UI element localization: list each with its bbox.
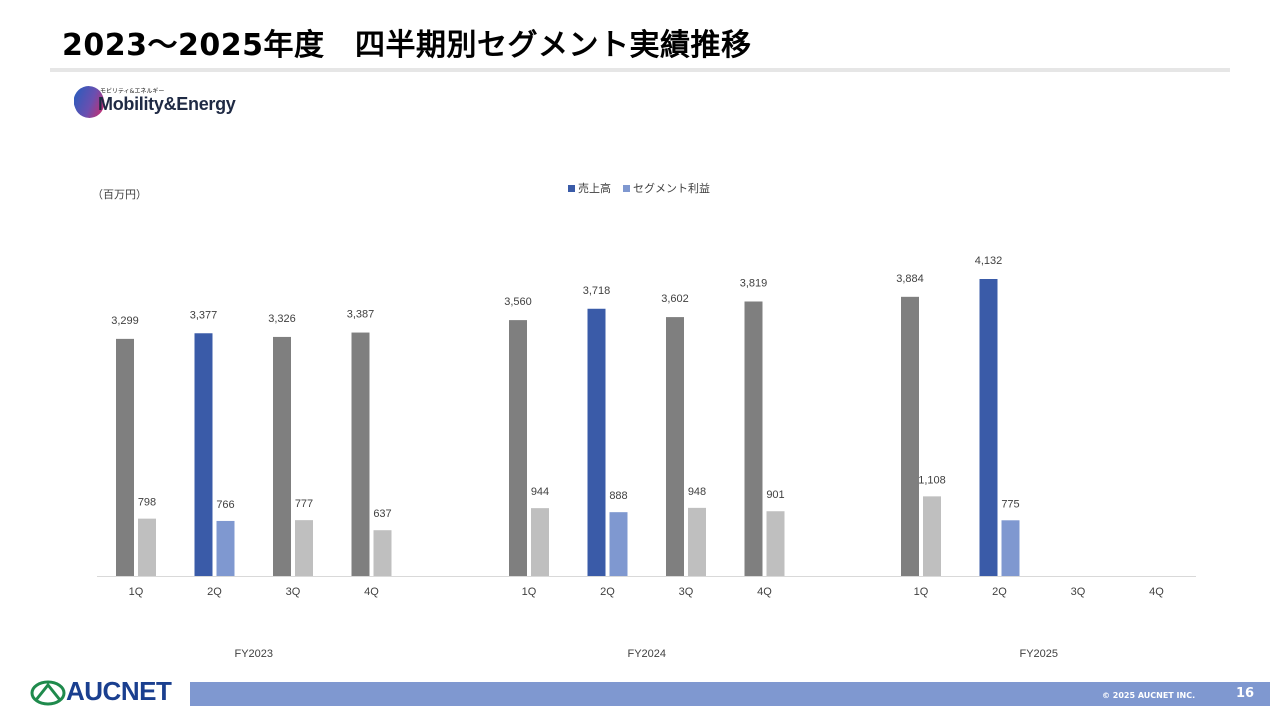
quarter-tick-label: 4Q — [757, 586, 772, 598]
quarter-tick-label: 4Q — [1149, 586, 1164, 598]
brand-name: Mobility&Energy — [98, 94, 236, 114]
profit-bar — [766, 511, 785, 576]
profit-bar — [216, 520, 235, 576]
profit-bar — [688, 507, 706, 576]
sales-bar — [116, 338, 134, 576]
profit-bar — [295, 520, 313, 576]
quarter-tick-label: 1Q — [522, 586, 537, 598]
fiscal-year-label: FY2025 — [1019, 648, 1058, 660]
fiscal-year-label: FY2023 — [234, 648, 273, 660]
quarter-tick-label: 3Q — [1071, 586, 1086, 598]
profit-value-label: 798 — [138, 497, 156, 509]
sales-bar — [901, 296, 919, 576]
profit-value-label: 1,108 — [918, 474, 946, 486]
sales-bar — [744, 301, 763, 576]
profit-bar — [138, 518, 156, 576]
quarter-tick-label: 2Q — [992, 586, 1007, 598]
sales-value-label: 3,602 — [661, 293, 689, 305]
fiscal-year-label: FY2024 — [627, 648, 666, 660]
aucnet-logo-icon — [30, 680, 66, 706]
profit-value-label: 944 — [531, 486, 549, 498]
footer-bar — [190, 682, 1270, 706]
quarter-tick-label: 2Q — [600, 586, 615, 598]
quarter-tick-label: 4Q — [364, 586, 379, 598]
sales-value-label: 3,326 — [268, 313, 296, 325]
aucnet-logo-text: AUCNET — [66, 676, 172, 706]
quarter-tick-label: 3Q — [679, 586, 694, 598]
sales-value-label: 3,299 — [111, 315, 139, 327]
profit-value-label: 901 — [766, 489, 784, 501]
sales-value-label: 3,377 — [190, 309, 218, 321]
profit-value-label: 888 — [609, 490, 627, 502]
title-divider — [50, 68, 1230, 72]
sales-bar — [666, 317, 684, 576]
profit-bar — [373, 530, 392, 576]
profit-bar — [609, 512, 628, 576]
sales-bar — [979, 279, 998, 576]
profit-bar — [531, 508, 549, 576]
sales-bar — [509, 320, 527, 576]
sales-bar — [273, 336, 291, 576]
sales-value-label: 3,560 — [504, 296, 532, 308]
page-number: 16 — [1236, 686, 1255, 701]
sales-value-label: 3,387 — [347, 309, 375, 321]
legend-sales-label: 売上高 — [578, 182, 611, 195]
profit-value-label: 775 — [1001, 498, 1019, 510]
sales-value-label: 3,884 — [896, 273, 924, 285]
quarter-tick-label: 1Q — [914, 586, 929, 598]
profit-value-label: 637 — [373, 508, 391, 520]
profit-value-label: 948 — [688, 486, 706, 498]
profit-bar — [923, 496, 941, 576]
profit-bar — [1001, 520, 1020, 576]
legend-profit-label: セグメント利益 — [633, 182, 710, 195]
sales-bar — [351, 332, 370, 576]
segment-bar-chart: 3,299 798 1Q 3,377 766 2Q 3,326 777 3Q 3,387 637 4Q… — [97, 255, 1196, 660]
legend-profit: セグメント利益 — [623, 180, 710, 196]
profit-value-label: 766 — [216, 499, 234, 511]
quarter-tick-label: 1Q — [129, 586, 144, 598]
profit-value-label: 777 — [295, 498, 313, 510]
page-title: 2023〜2025年度 四半期別セグメント実績推移 — [62, 28, 752, 63]
sales-value-label: 3,718 — [583, 285, 611, 297]
sales-value-label: 3,819 — [740, 277, 768, 289]
sales-bar — [194, 333, 213, 576]
copyright: © 2025 AUCNET INC. — [1102, 691, 1196, 700]
legend-profit-swatch — [623, 184, 630, 192]
quarter-tick-label: 3Q — [286, 586, 301, 598]
mobility-energy-logo-icon — [74, 86, 105, 118]
unit-label: （百万円） — [92, 188, 147, 201]
quarter-tick-label: 2Q — [207, 586, 222, 598]
sales-bar — [587, 308, 606, 576]
legend-sales: 売上高 — [568, 180, 611, 196]
chart-legend: 売上高 セグメント利益 — [568, 180, 722, 196]
sales-value-label: 4,132 — [975, 255, 1003, 267]
brand-subtitle: モビリティ&エネルギー — [100, 88, 165, 95]
legend-sales-swatch — [568, 184, 575, 192]
